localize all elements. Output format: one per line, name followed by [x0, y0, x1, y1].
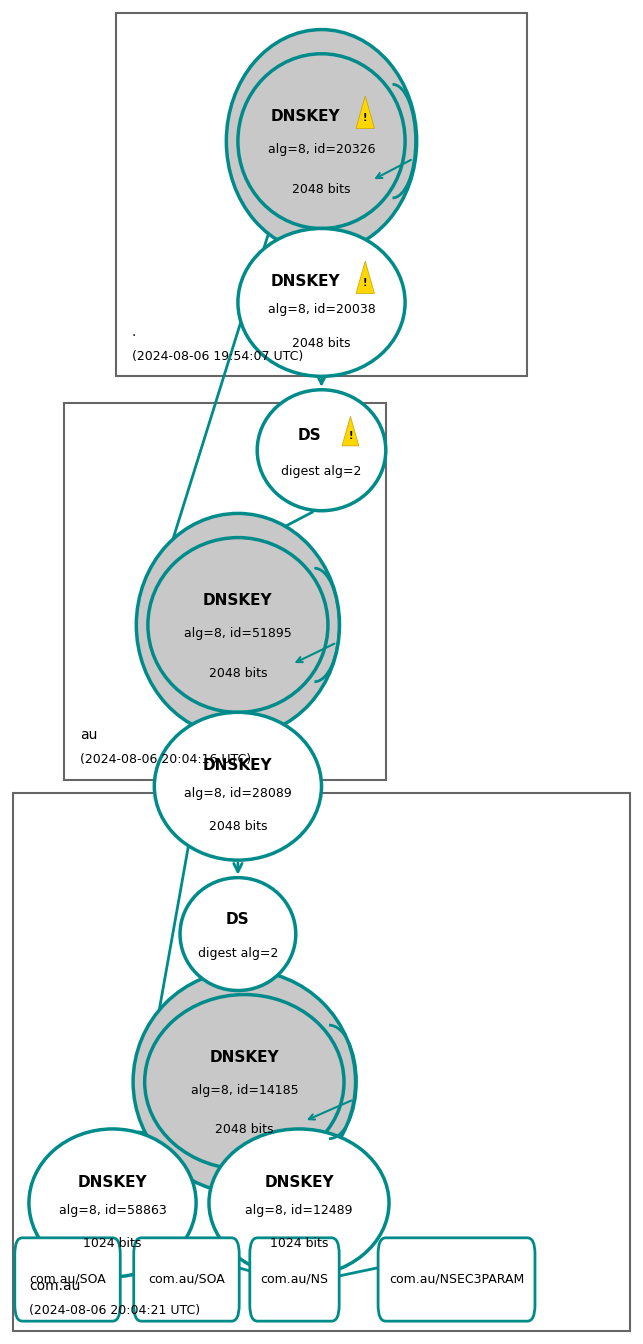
- Text: DNSKEY: DNSKEY: [210, 1050, 279, 1064]
- Text: alg=8, id=20326: alg=8, id=20326: [267, 144, 376, 156]
- Ellipse shape: [29, 1129, 196, 1277]
- Text: com.au: com.au: [29, 1279, 80, 1293]
- Text: com.au/NS: com.au/NS: [260, 1273, 329, 1286]
- Text: DS: DS: [298, 427, 322, 442]
- Text: DNSKEY: DNSKEY: [78, 1175, 147, 1189]
- Text: alg=8, id=51895: alg=8, id=51895: [184, 628, 292, 640]
- Text: au: au: [80, 728, 98, 742]
- Ellipse shape: [257, 390, 386, 511]
- Ellipse shape: [238, 228, 405, 376]
- Ellipse shape: [226, 30, 417, 253]
- Ellipse shape: [136, 513, 340, 737]
- Text: alg=8, id=12489: alg=8, id=12489: [245, 1204, 353, 1216]
- Text: (2024-08-06 20:04:21 UTC): (2024-08-06 20:04:21 UTC): [29, 1304, 200, 1317]
- Text: !: !: [363, 113, 367, 124]
- Ellipse shape: [145, 995, 344, 1169]
- Text: .: .: [132, 325, 136, 339]
- FancyBboxPatch shape: [64, 403, 386, 780]
- Ellipse shape: [148, 538, 328, 712]
- Text: 2048 bits: 2048 bits: [209, 820, 267, 833]
- Text: alg=8, id=28089: alg=8, id=28089: [184, 788, 292, 800]
- Polygon shape: [342, 417, 359, 446]
- Text: com.au/NSEC3PARAM: com.au/NSEC3PARAM: [389, 1273, 524, 1286]
- Text: 1024 bits: 1024 bits: [84, 1236, 141, 1250]
- Text: digest alg=2: digest alg=2: [198, 948, 278, 961]
- Text: digest alg=2: digest alg=2: [282, 465, 361, 478]
- Ellipse shape: [154, 712, 322, 860]
- Text: !: !: [349, 431, 352, 441]
- Text: alg=8, id=20038: alg=8, id=20038: [267, 304, 376, 316]
- FancyBboxPatch shape: [134, 1238, 239, 1321]
- Text: com.au/SOA: com.au/SOA: [29, 1273, 106, 1286]
- FancyBboxPatch shape: [378, 1238, 535, 1321]
- FancyBboxPatch shape: [15, 1238, 120, 1321]
- Text: 2048 bits: 2048 bits: [293, 183, 350, 196]
- Text: DNSKEY: DNSKEY: [271, 109, 340, 124]
- Text: DNSKEY: DNSKEY: [203, 758, 273, 773]
- Text: DS: DS: [226, 913, 249, 927]
- Text: !: !: [363, 278, 367, 288]
- Text: (2024-08-06 19:54:07 UTC): (2024-08-06 19:54:07 UTC): [132, 349, 303, 363]
- Text: 2048 bits: 2048 bits: [209, 667, 267, 680]
- FancyBboxPatch shape: [13, 793, 630, 1331]
- Ellipse shape: [180, 878, 296, 991]
- Ellipse shape: [133, 970, 356, 1193]
- Text: DNSKEY: DNSKEY: [271, 274, 340, 289]
- Polygon shape: [356, 95, 374, 129]
- Text: com.au/SOA: com.au/SOA: [148, 1273, 225, 1286]
- Text: (2024-08-06 20:04:16 UTC): (2024-08-06 20:04:16 UTC): [80, 753, 251, 766]
- Text: 1024 bits: 1024 bits: [270, 1236, 328, 1250]
- FancyBboxPatch shape: [116, 13, 527, 376]
- Ellipse shape: [209, 1129, 389, 1277]
- FancyBboxPatch shape: [249, 1238, 340, 1321]
- Text: DNSKEY: DNSKEY: [203, 593, 273, 607]
- Text: alg=8, id=14185: alg=8, id=14185: [190, 1085, 298, 1097]
- Text: 2048 bits: 2048 bits: [293, 336, 350, 349]
- Text: alg=8, id=58863: alg=8, id=58863: [59, 1204, 167, 1216]
- Text: 2048 bits: 2048 bits: [215, 1124, 273, 1137]
- Text: DNSKEY: DNSKEY: [264, 1175, 334, 1189]
- Polygon shape: [356, 261, 374, 293]
- Ellipse shape: [238, 54, 405, 228]
